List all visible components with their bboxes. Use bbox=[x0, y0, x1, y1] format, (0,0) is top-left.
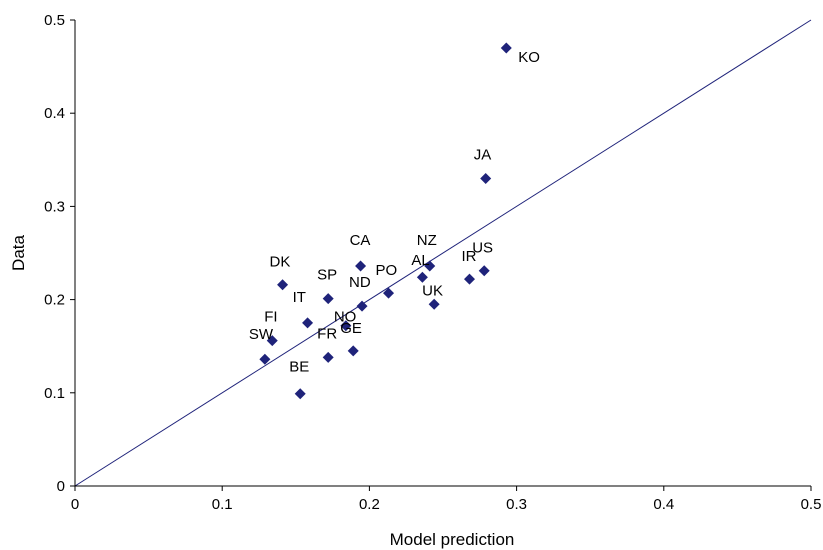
data-point-sw bbox=[259, 353, 271, 365]
data-point-ko bbox=[500, 42, 512, 54]
data-point-it bbox=[302, 317, 314, 329]
data-point-us bbox=[478, 265, 490, 277]
data-point-be bbox=[294, 388, 306, 400]
point-label-ca: CA bbox=[350, 232, 371, 249]
point-label-sw: SW bbox=[249, 326, 274, 343]
y-tick-label: 0 bbox=[57, 478, 65, 495]
y-tick-label: 0.1 bbox=[44, 385, 65, 402]
data-point-po bbox=[383, 287, 395, 299]
y-axis-title: Data bbox=[9, 235, 28, 271]
data-point-dk bbox=[277, 279, 289, 291]
x-tick-label: 0 bbox=[71, 496, 79, 513]
data-point-fi bbox=[266, 335, 278, 347]
point-label-dk: DK bbox=[270, 254, 291, 271]
data-point-ca bbox=[355, 260, 367, 272]
x-tick-label: 0.3 bbox=[506, 496, 527, 513]
x-tick-label: 0.5 bbox=[801, 496, 822, 513]
point-label-nz: NZ bbox=[417, 232, 437, 249]
point-label-us: US bbox=[472, 240, 493, 257]
point-label-fi: FI bbox=[264, 309, 277, 326]
data-point-sp bbox=[322, 293, 334, 305]
point-label-nd: ND bbox=[349, 274, 371, 291]
data-point-nz bbox=[424, 260, 436, 272]
point-label-ko: KO bbox=[518, 49, 540, 66]
x-tick-label: 0.4 bbox=[653, 496, 674, 513]
point-label-fr: FR bbox=[317, 325, 337, 342]
point-label-ge: GE bbox=[340, 320, 362, 337]
x-tick-label: 0.1 bbox=[212, 496, 233, 513]
point-label-po: PO bbox=[376, 262, 398, 279]
point-label-it: IT bbox=[293, 289, 306, 306]
x-axis-title: Model prediction bbox=[390, 530, 515, 549]
data-point-al bbox=[416, 271, 428, 283]
data-point-uk bbox=[428, 298, 440, 310]
data-point-no bbox=[340, 320, 352, 332]
point-label-sp: SP bbox=[317, 267, 337, 284]
data-point-ja bbox=[480, 172, 492, 184]
data-point-nd bbox=[356, 300, 368, 312]
y-tick-label: 0.2 bbox=[44, 292, 65, 309]
point-label-uk: UK bbox=[422, 282, 443, 299]
x-tick-label: 0.2 bbox=[359, 496, 380, 513]
point-label-be: BE bbox=[289, 359, 309, 376]
data-point-fr bbox=[322, 351, 334, 363]
point-label-ir: IR bbox=[461, 248, 476, 265]
data-point-ir bbox=[463, 273, 475, 285]
y-tick-label: 0.4 bbox=[44, 105, 65, 122]
y-tick-label: 0.5 bbox=[44, 12, 65, 29]
y-tick-label: 0.3 bbox=[44, 198, 65, 215]
point-label-al: AL bbox=[411, 252, 429, 269]
data-point-ge bbox=[347, 345, 359, 357]
reference-line bbox=[74, 19, 812, 487]
point-label-ja: JA bbox=[474, 146, 492, 163]
point-label-no: NO bbox=[334, 309, 357, 326]
